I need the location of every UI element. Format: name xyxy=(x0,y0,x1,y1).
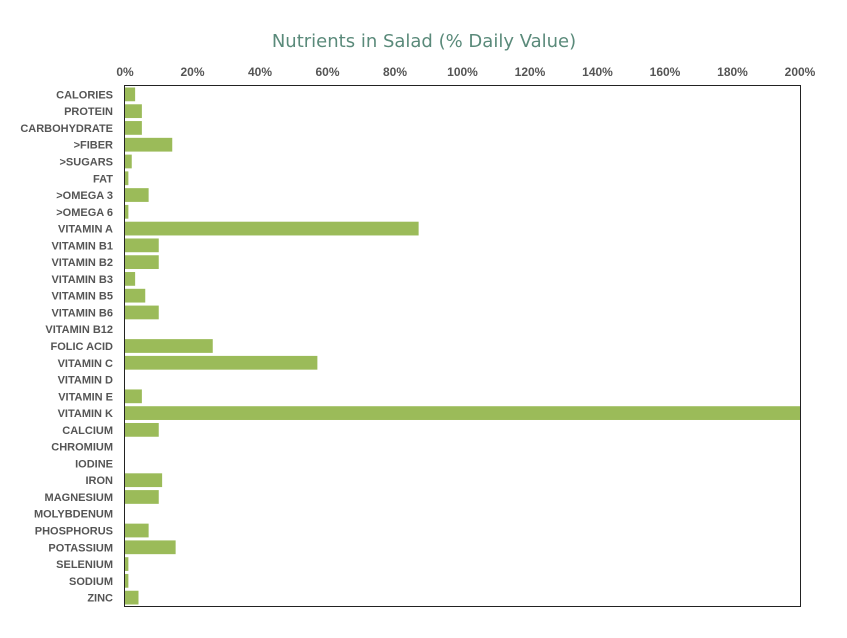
category-label: MAGNESIUM xyxy=(45,492,113,504)
category-label: PROTEIN xyxy=(64,106,113,118)
bar xyxy=(125,523,149,538)
category-label: FOLIC ACID xyxy=(50,341,113,353)
category-label: FAT xyxy=(93,173,113,185)
bars xyxy=(125,87,800,605)
bar xyxy=(125,422,159,437)
bar xyxy=(125,540,176,555)
bar xyxy=(125,473,163,488)
bar xyxy=(125,557,129,571)
category-label: VITAMIN D xyxy=(58,375,113,387)
category-label: >OMEGA 6 xyxy=(56,207,113,219)
bar xyxy=(125,188,149,202)
bar xyxy=(125,288,146,303)
category-label: VITAMIN B5 xyxy=(51,291,113,303)
bar xyxy=(125,490,159,504)
bar xyxy=(125,238,159,253)
category-label: VITAMIN B12 xyxy=(45,324,113,336)
bar xyxy=(125,339,213,353)
category-label: VITAMIN B6 xyxy=(51,307,113,319)
bar xyxy=(125,590,139,605)
bar xyxy=(125,221,419,236)
x-tick-label: 0% xyxy=(116,65,134,79)
bar xyxy=(125,272,136,286)
category-label: CARBOHYDRATE xyxy=(20,123,113,135)
category-label: >FIBER xyxy=(74,140,113,152)
bar xyxy=(125,121,142,135)
category-label: >SUGARS xyxy=(60,156,114,168)
bar xyxy=(125,154,132,169)
bar xyxy=(125,87,136,102)
x-tick-label: 160% xyxy=(650,65,681,79)
category-label: >OMEGA 3 xyxy=(56,190,113,202)
category-label: VITAMIN E xyxy=(58,391,113,403)
category-labels: CALORIES PROTEIN CARBOHYDRATE >FIBER >SUGARS… xyxy=(20,89,113,604)
x-tick-label: 60% xyxy=(315,65,339,79)
x-tick-label: 180% xyxy=(717,65,748,79)
bar xyxy=(125,204,129,219)
category-label: CALORIES xyxy=(56,89,113,101)
category-label: CHROMIUM xyxy=(51,442,113,454)
bar xyxy=(125,255,159,270)
x-tick-label: 80% xyxy=(383,65,407,79)
category-label: MOLYBDENUM xyxy=(34,509,113,521)
x-axis-ticks: 0% 20% 40% 60% 80% 100% 120% 140% 160% 180% 200% xyxy=(116,65,815,79)
category-label: SODIUM xyxy=(69,576,113,588)
x-tick-label: 20% xyxy=(180,65,204,79)
category-label: VITAMIN C xyxy=(58,358,113,370)
x-tick-label: 120% xyxy=(515,65,546,79)
bar xyxy=(125,305,159,320)
bar xyxy=(125,171,129,186)
bar xyxy=(125,573,129,588)
category-label: VITAMIN K xyxy=(58,408,113,420)
x-tick-label: 100% xyxy=(447,65,478,79)
category-label: IRON xyxy=(86,475,114,487)
category-label: CALCIUM xyxy=(62,425,113,437)
bar xyxy=(125,406,800,420)
category-label: ZINC xyxy=(87,593,113,605)
bar xyxy=(125,137,173,152)
category-label: SELENIUM xyxy=(56,559,113,571)
x-tick-label: 140% xyxy=(582,65,613,79)
chart-title: Nutrients in Salad (% Daily Value) xyxy=(272,31,576,52)
category-label: POTASSIUM xyxy=(48,542,113,554)
category-label: IODINE xyxy=(75,458,113,470)
bar xyxy=(125,389,142,404)
plot-area-frame xyxy=(124,85,801,607)
x-tick-label: 40% xyxy=(248,65,272,79)
category-label: VITAMIN B2 xyxy=(51,257,113,269)
category-label: PHOSPHORUS xyxy=(35,526,113,538)
category-label: VITAMIN A xyxy=(58,224,113,236)
category-label: VITAMIN B3 xyxy=(51,274,113,286)
bar xyxy=(125,104,142,119)
bar xyxy=(125,355,318,370)
category-label: VITAMIN B1 xyxy=(51,240,113,252)
x-tick-label: 200% xyxy=(785,65,816,79)
